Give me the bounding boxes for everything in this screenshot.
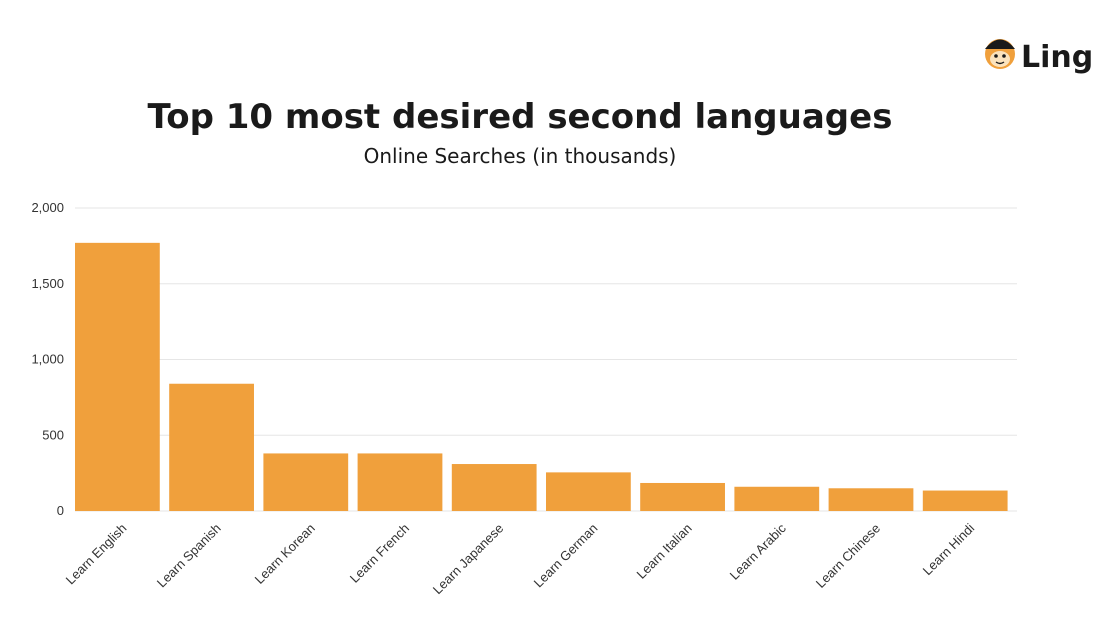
x-tick-label: Learn Chinese	[813, 521, 883, 591]
bar	[640, 482, 725, 511]
x-tick-label: Learn French	[347, 521, 412, 586]
bar	[922, 490, 1008, 511]
x-tick-label: Learn Spanish	[154, 521, 224, 591]
x-axis-labels: Learn English Learn Spanish Learn Korean Le…	[63, 520, 978, 597]
bar	[75, 242, 160, 511]
bar	[169, 383, 254, 511]
x-tick-label: Learn Korean	[252, 521, 318, 587]
bar	[734, 486, 820, 511]
chart-title: Top 10 most desired second languages	[148, 97, 893, 137]
y-tick-label: 500	[42, 427, 64, 442]
bar	[357, 453, 443, 511]
x-tick-label: Learn Japanese	[430, 521, 507, 598]
bar	[828, 488, 914, 511]
x-tick-label: Learn Arabic	[727, 520, 790, 583]
monkey-face-icon	[985, 39, 1015, 69]
bar	[263, 453, 349, 511]
y-tick-label: 2,000	[31, 200, 64, 215]
bar	[546, 472, 631, 511]
x-tick-label: Learn German	[531, 521, 601, 591]
y-axis-ticks: 0 500 1,000 1,500 2,000	[31, 200, 64, 518]
y-tick-label: 1,500	[31, 276, 64, 291]
x-tick-label: Learn English	[63, 521, 130, 588]
x-tick-label: Learn Italian	[634, 521, 695, 582]
logo-text: Ling	[1021, 40, 1093, 75]
y-tick-label: 1,000	[31, 352, 64, 367]
y-tick-label: 0	[57, 503, 64, 518]
chart-subtitle: Online Searches (in thousands)	[364, 144, 677, 168]
ling-logo: Ling	[985, 39, 1093, 75]
x-tick-label: Learn Hindi	[920, 520, 978, 578]
bar	[451, 464, 537, 511]
bars	[75, 242, 1008, 511]
